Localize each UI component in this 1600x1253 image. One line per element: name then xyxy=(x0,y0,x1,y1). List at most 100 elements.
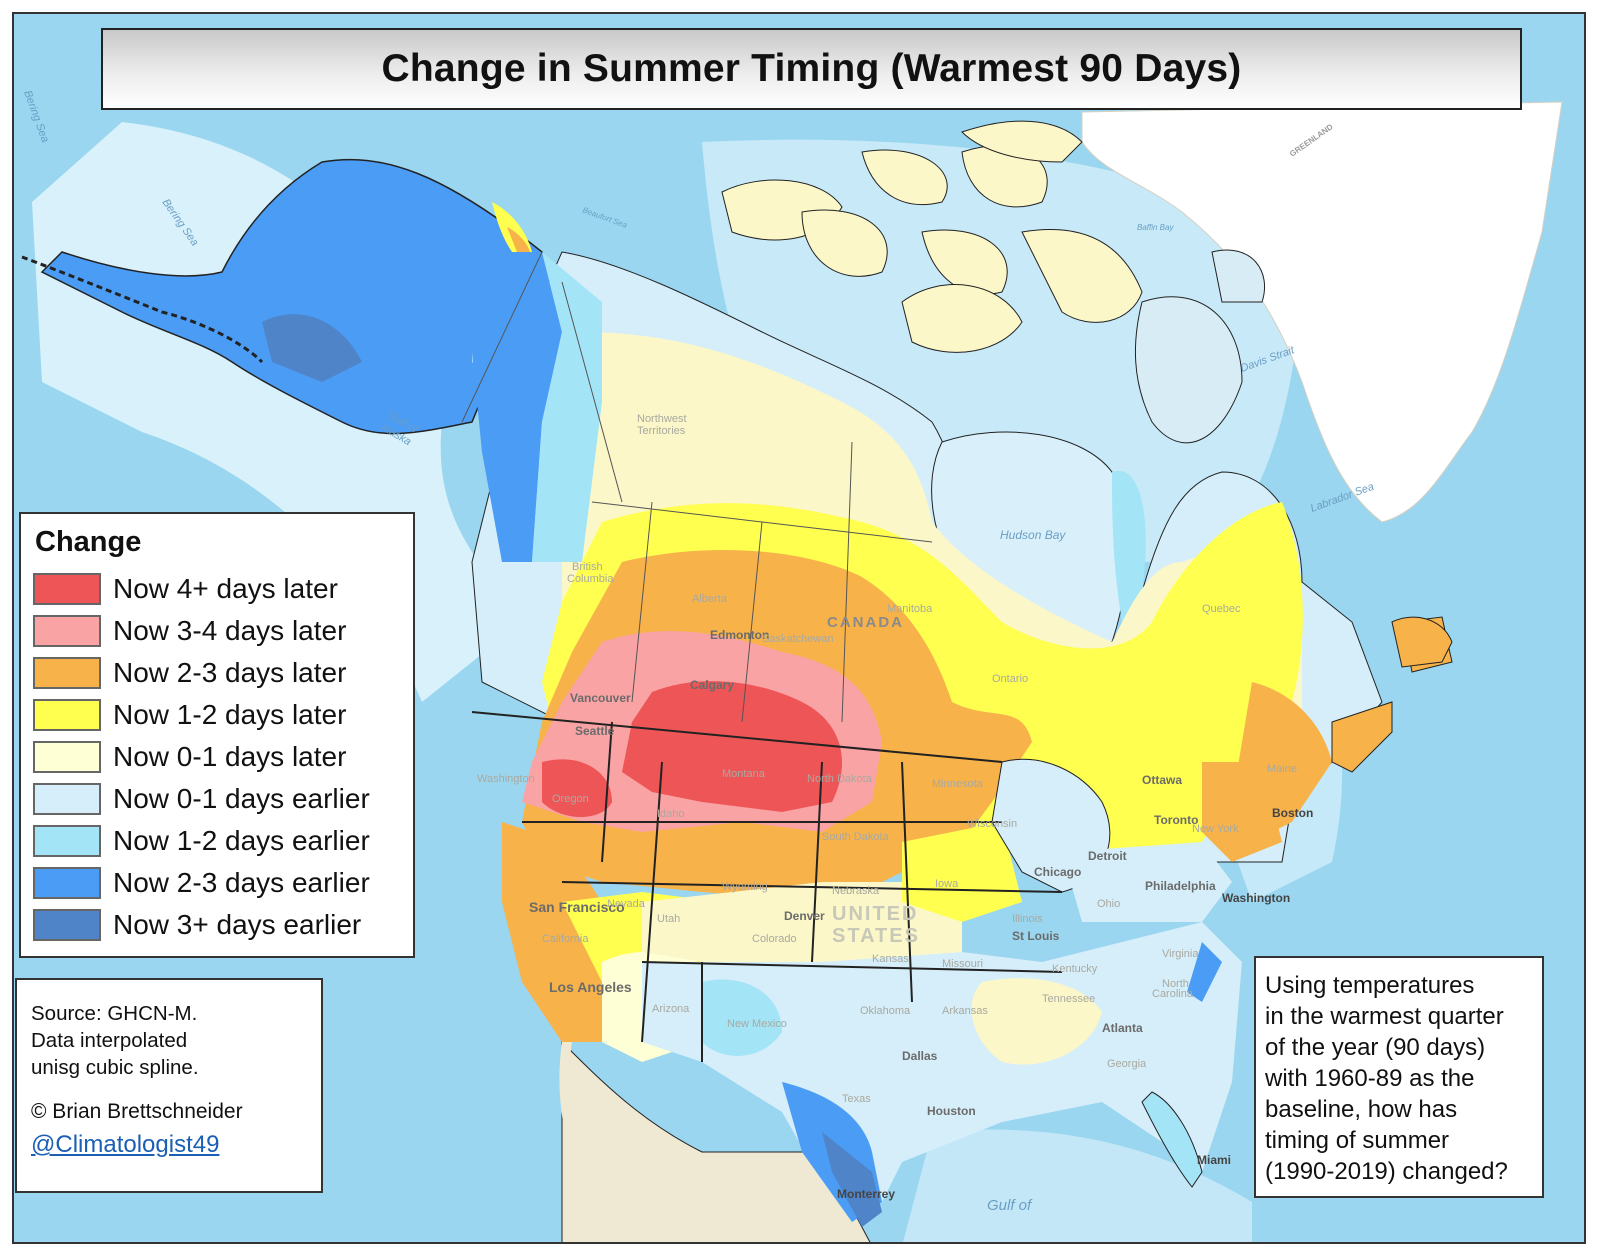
svg-text:Miami: Miami xyxy=(1197,1153,1231,1167)
svg-text:Idaho: Idaho xyxy=(657,808,685,820)
svg-text:Tennessee: Tennessee xyxy=(1042,993,1095,1005)
legend-item: Now 3+ days earlier xyxy=(33,904,413,946)
svg-text:North: North xyxy=(1162,978,1189,990)
svg-text:Manitoba: Manitoba xyxy=(887,603,933,615)
legend-item: Now 2-3 days earlier xyxy=(33,862,413,904)
legend-swatch xyxy=(33,573,101,605)
svg-text:Territories: Territories xyxy=(637,425,686,437)
svg-text:Maine: Maine xyxy=(1267,763,1297,775)
legend-item: Now 0-1 days earlier xyxy=(33,778,413,820)
legend-swatch xyxy=(33,657,101,689)
svg-text:Edmonton: Edmonton xyxy=(710,628,769,642)
twitter-handle-link[interactable]: @Climatologist49 xyxy=(31,1131,220,1158)
source-box: Source: GHCN-M. Data interpolated unisg … xyxy=(15,978,323,1193)
svg-text:San Francisco: San Francisco xyxy=(529,899,625,915)
svg-text:Georgia: Georgia xyxy=(1107,1058,1147,1070)
svg-text:Kansas: Kansas xyxy=(872,953,909,965)
svg-text:South Dakota: South Dakota xyxy=(822,831,890,843)
svg-text:Nevada: Nevada xyxy=(607,898,646,910)
svg-text:Oregon: Oregon xyxy=(552,793,589,805)
legend: Change Now 4+ days later Now 3-4 days la… xyxy=(19,512,415,958)
svg-text:Illinois: Illinois xyxy=(1012,913,1043,925)
legend-label: Now 0-1 days later xyxy=(113,741,347,772)
legend-swatch xyxy=(33,699,101,731)
legend-swatch xyxy=(33,783,101,815)
legend-label: Now 0-1 days earlier xyxy=(113,783,370,814)
svg-text:Washington: Washington xyxy=(1222,891,1290,905)
svg-text:Northwest: Northwest xyxy=(637,413,687,425)
svg-text:Arkansas: Arkansas xyxy=(942,1005,988,1017)
legend-item: Now 1-2 days earlier xyxy=(33,820,413,862)
legend-label: Now 3-4 days later xyxy=(113,615,347,646)
svg-text:Gulf of: Gulf of xyxy=(987,1197,1033,1214)
title-banner: Change in Summer Timing (Warmest 90 Days… xyxy=(101,28,1522,110)
map-title: Change in Summer Timing (Warmest 90 Days… xyxy=(381,47,1242,90)
svg-text:Seattle: Seattle xyxy=(575,724,615,738)
svg-text:Virginia: Virginia xyxy=(1162,948,1199,960)
svg-text:Carolina: Carolina xyxy=(1152,988,1194,1000)
svg-text:Nebraska: Nebraska xyxy=(832,885,880,897)
svg-text:Kentucky: Kentucky xyxy=(1052,963,1098,975)
svg-text:Quebec: Quebec xyxy=(1202,603,1241,615)
methodology-note: Using temperatures in the warmest quarte… xyxy=(1254,956,1544,1198)
legend-swatch xyxy=(33,615,101,647)
source-line: Data interpolated xyxy=(31,1029,188,1052)
source-line: Source: GHCN-M. xyxy=(31,1002,198,1025)
svg-text:CANADA: CANADA xyxy=(827,614,904,631)
legend-label: Now 4+ days later xyxy=(113,573,338,604)
legend-swatch xyxy=(33,741,101,773)
svg-text:Atlanta: Atlanta xyxy=(1102,1021,1143,1035)
svg-text:Missouri: Missouri xyxy=(942,958,983,970)
svg-text:Detroit: Detroit xyxy=(1088,849,1127,863)
legend-label: Now 2-3 days earlier xyxy=(113,867,370,898)
svg-text:Saskatchewan: Saskatchewan xyxy=(762,633,834,645)
svg-text:Minnesota: Minnesota xyxy=(932,778,984,790)
svg-text:Wisconsin: Wisconsin xyxy=(967,818,1017,830)
svg-text:Boston: Boston xyxy=(1272,806,1313,820)
svg-text:Monterrey: Monterrey xyxy=(837,1187,895,1201)
svg-text:Denver: Denver xyxy=(784,909,825,923)
legend-label: Now 1-2 days later xyxy=(113,699,347,730)
svg-text:Arizona: Arizona xyxy=(652,1003,690,1015)
svg-text:California: California xyxy=(542,933,589,945)
legend-swatch xyxy=(33,825,101,857)
source-line: unisg cubic spline. xyxy=(31,1056,199,1079)
svg-text:New Mexico: New Mexico xyxy=(727,1018,787,1030)
svg-text:Baffin Bay: Baffin Bay xyxy=(1137,223,1174,232)
legend-label: Now 3+ days earlier xyxy=(113,909,362,940)
svg-text:North Dakota: North Dakota xyxy=(807,773,873,785)
svg-text:Oklahoma: Oklahoma xyxy=(860,1005,911,1017)
svg-text:Alberta: Alberta xyxy=(692,593,728,605)
legend-swatch xyxy=(33,909,101,941)
legend-item: Now 0-1 days later xyxy=(33,736,413,778)
svg-text:Utah: Utah xyxy=(657,913,680,925)
svg-text:St Louis: St Louis xyxy=(1012,929,1060,943)
svg-text:Ohio: Ohio xyxy=(1097,898,1120,910)
svg-text:Dallas: Dallas xyxy=(902,1049,938,1063)
svg-text:Calgary: Calgary xyxy=(690,678,734,692)
legend-label: Now 1-2 days earlier xyxy=(113,825,370,856)
author-credit: © Brian Brettschneider xyxy=(31,1100,243,1123)
legend-label: Now 2-3 days later xyxy=(113,657,347,688)
note-text: Using temperatures in the warmest quarte… xyxy=(1265,972,1508,1185)
legend-title: Change xyxy=(35,526,142,558)
svg-text:Vancouver: Vancouver xyxy=(570,691,631,705)
legend-item: Now 3-4 days later xyxy=(33,610,413,652)
svg-text:Philadelphia: Philadelphia xyxy=(1145,879,1216,893)
svg-text:Los Angeles: Los Angeles xyxy=(549,979,632,995)
svg-text:Montana: Montana xyxy=(722,768,766,780)
svg-text:Iowa: Iowa xyxy=(935,878,959,890)
legend-item: Now 2-3 days later xyxy=(33,652,413,694)
svg-text:Columbia: Columbia xyxy=(567,573,614,585)
svg-text:Hudson Bay: Hudson Bay xyxy=(1000,528,1066,542)
svg-text:Chicago: Chicago xyxy=(1034,865,1081,879)
svg-text:Wyoming: Wyoming xyxy=(722,881,768,893)
svg-text:Houston: Houston xyxy=(927,1104,976,1118)
legend-item: Now 1-2 days later xyxy=(33,694,413,736)
svg-text:Colorado: Colorado xyxy=(752,933,797,945)
svg-text:Washington: Washington xyxy=(477,773,535,785)
svg-text:Ontario: Ontario xyxy=(992,673,1028,685)
legend-swatch xyxy=(33,867,101,899)
legend-item: Now 4+ days later xyxy=(33,568,413,610)
svg-text:Texas: Texas xyxy=(842,1093,871,1105)
